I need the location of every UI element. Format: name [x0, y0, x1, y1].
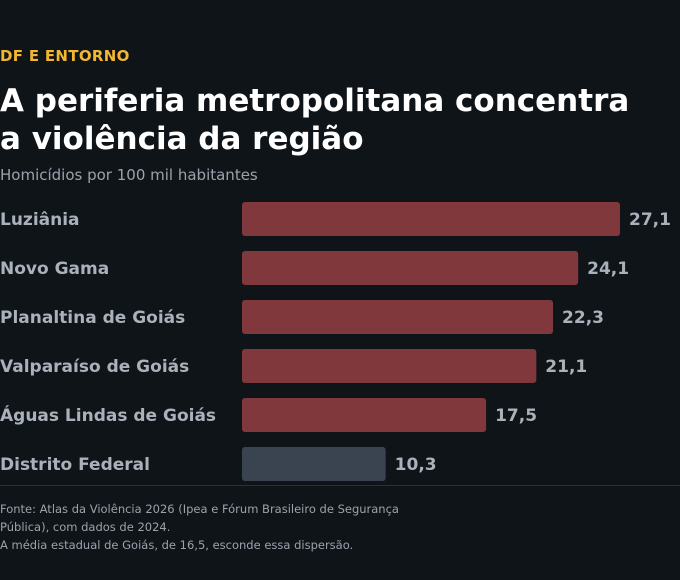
bar [242, 349, 537, 383]
category-label: Planaltina de Goiás [0, 308, 185, 328]
bar [242, 300, 554, 334]
category-label: Novo Gama [0, 259, 109, 279]
category-label: Águas Lindas de Goiás [0, 404, 216, 426]
context-note: A média estadual de Goiás, de 16,5, esco… [0, 538, 354, 552]
category-label: Valparaíso de Goiás [0, 357, 189, 377]
bar [242, 398, 487, 432]
value-label: 22,3 [562, 308, 604, 328]
bar [242, 251, 579, 285]
chart-subtitle: Homicídios por 100 mil habitantes [0, 166, 258, 184]
footer-divider [0, 485, 680, 486]
value-label: 27,1 [629, 210, 671, 230]
category-label: Luziânia [0, 210, 80, 230]
category-label: Distrito Federal [0, 455, 150, 475]
bar [242, 447, 386, 481]
chart-title: A periferia metropolitana concentra a vi… [0, 83, 630, 157]
value-label: 24,1 [587, 259, 629, 279]
bar-chart: Luziânia 27,1 Novo Gama 24,1 Planaltina de G… [0, 202, 671, 481]
source-note: Fonte: Atlas da Violência 2026 (Ipea e F… [0, 502, 399, 534]
value-label: 21,1 [545, 357, 587, 377]
value-label: 17,5 [495, 406, 537, 426]
footer-notes: Fonte: Atlas da Violência 2026 (Ipea e F… [0, 500, 440, 554]
bar [242, 202, 620, 236]
kicker: DF E ENTORNO [0, 47, 130, 65]
value-label: 10,3 [395, 455, 437, 475]
